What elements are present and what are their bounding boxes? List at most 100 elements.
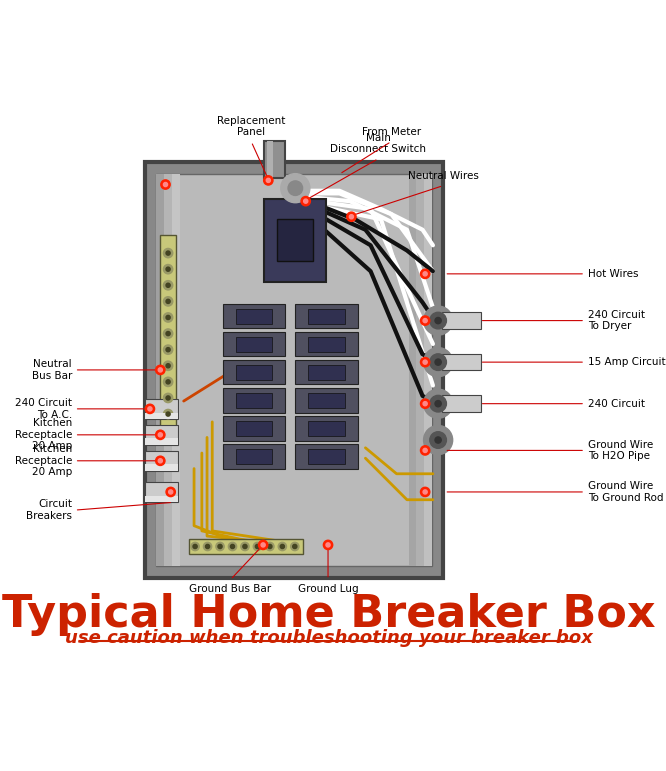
Circle shape bbox=[435, 437, 442, 443]
Circle shape bbox=[156, 456, 165, 466]
Circle shape bbox=[163, 297, 172, 306]
Text: Circuit
Breakers: Circuit Breakers bbox=[26, 500, 72, 521]
FancyBboxPatch shape bbox=[236, 308, 272, 325]
Circle shape bbox=[163, 393, 172, 402]
FancyBboxPatch shape bbox=[442, 396, 482, 412]
Circle shape bbox=[280, 544, 284, 548]
Text: Neutral
Bus Bar: Neutral Bus Bar bbox=[32, 359, 72, 381]
Circle shape bbox=[148, 407, 152, 411]
FancyBboxPatch shape bbox=[145, 162, 444, 577]
Text: Main
Disconnect Switch: Main Disconnect Switch bbox=[330, 133, 426, 154]
Circle shape bbox=[423, 271, 427, 276]
FancyBboxPatch shape bbox=[145, 439, 178, 445]
FancyBboxPatch shape bbox=[295, 416, 358, 440]
Circle shape bbox=[420, 316, 430, 325]
Circle shape bbox=[424, 348, 453, 377]
FancyBboxPatch shape bbox=[172, 173, 180, 566]
Circle shape bbox=[163, 329, 172, 338]
FancyBboxPatch shape bbox=[308, 365, 344, 380]
Text: Ground Lug: Ground Lug bbox=[298, 584, 358, 594]
Circle shape bbox=[191, 542, 199, 550]
Circle shape bbox=[163, 409, 172, 419]
Text: From Meter: From Meter bbox=[362, 127, 421, 137]
FancyBboxPatch shape bbox=[164, 173, 172, 566]
Circle shape bbox=[166, 380, 170, 384]
Circle shape bbox=[435, 359, 442, 365]
FancyBboxPatch shape bbox=[156, 173, 432, 566]
Text: Kitchen
Receptacle
20 Amp: Kitchen Receptacle 20 Amp bbox=[15, 444, 72, 477]
Circle shape bbox=[423, 402, 427, 406]
Circle shape bbox=[420, 487, 430, 497]
Circle shape bbox=[293, 544, 297, 548]
Circle shape bbox=[266, 542, 274, 550]
Text: 240 Circuit: 240 Circuit bbox=[587, 399, 645, 409]
Circle shape bbox=[166, 283, 170, 288]
Circle shape bbox=[324, 540, 333, 550]
FancyBboxPatch shape bbox=[161, 235, 176, 427]
FancyBboxPatch shape bbox=[308, 308, 344, 325]
Circle shape bbox=[166, 487, 175, 497]
Circle shape bbox=[255, 544, 260, 548]
Circle shape bbox=[278, 542, 286, 550]
FancyBboxPatch shape bbox=[69, 585, 589, 645]
Text: Neutral Wires: Neutral Wires bbox=[408, 171, 479, 181]
Circle shape bbox=[423, 318, 427, 323]
Circle shape bbox=[163, 183, 168, 187]
FancyBboxPatch shape bbox=[416, 173, 424, 566]
Circle shape bbox=[264, 176, 273, 185]
Circle shape bbox=[420, 446, 430, 455]
Circle shape bbox=[166, 396, 170, 400]
Circle shape bbox=[424, 426, 453, 455]
Circle shape bbox=[420, 358, 430, 367]
FancyBboxPatch shape bbox=[308, 449, 344, 464]
Circle shape bbox=[145, 404, 155, 413]
Text: Ground Wire
To Ground Rod: Ground Wire To Ground Rod bbox=[587, 481, 663, 503]
FancyBboxPatch shape bbox=[277, 219, 314, 261]
FancyBboxPatch shape bbox=[442, 354, 482, 370]
FancyBboxPatch shape bbox=[424, 173, 432, 566]
Circle shape bbox=[166, 299, 170, 304]
Circle shape bbox=[326, 543, 330, 547]
Circle shape bbox=[430, 432, 446, 448]
Circle shape bbox=[420, 269, 430, 278]
Text: 240 Circuit
To Dryer: 240 Circuit To Dryer bbox=[587, 310, 645, 332]
Circle shape bbox=[163, 248, 172, 258]
FancyBboxPatch shape bbox=[145, 464, 178, 470]
Circle shape bbox=[424, 389, 453, 418]
Text: Ground Wire
To H2O Pipe: Ground Wire To H2O Pipe bbox=[587, 439, 653, 461]
FancyBboxPatch shape bbox=[295, 360, 358, 385]
Circle shape bbox=[216, 542, 224, 550]
FancyBboxPatch shape bbox=[189, 539, 303, 554]
FancyBboxPatch shape bbox=[408, 173, 416, 566]
Circle shape bbox=[166, 315, 170, 319]
FancyBboxPatch shape bbox=[222, 388, 285, 412]
Circle shape bbox=[435, 318, 442, 324]
Text: Typical Home Breaker Box: Typical Home Breaker Box bbox=[2, 593, 656, 636]
Circle shape bbox=[423, 448, 427, 453]
Circle shape bbox=[166, 412, 170, 416]
Circle shape bbox=[163, 361, 172, 370]
Circle shape bbox=[261, 543, 265, 547]
Circle shape bbox=[218, 544, 222, 548]
FancyBboxPatch shape bbox=[308, 337, 344, 352]
Circle shape bbox=[350, 214, 354, 219]
FancyBboxPatch shape bbox=[145, 412, 178, 419]
Circle shape bbox=[166, 332, 170, 335]
Circle shape bbox=[163, 313, 172, 322]
Circle shape bbox=[159, 368, 163, 372]
Circle shape bbox=[347, 212, 356, 221]
Circle shape bbox=[163, 281, 172, 290]
Circle shape bbox=[206, 544, 210, 548]
Circle shape bbox=[258, 540, 268, 550]
FancyBboxPatch shape bbox=[264, 199, 326, 281]
Circle shape bbox=[168, 490, 172, 494]
Text: Ground Bus Bar: Ground Bus Bar bbox=[189, 584, 272, 594]
FancyBboxPatch shape bbox=[236, 392, 272, 409]
FancyBboxPatch shape bbox=[295, 388, 358, 412]
Circle shape bbox=[430, 354, 446, 370]
Circle shape bbox=[301, 197, 310, 206]
FancyBboxPatch shape bbox=[145, 399, 178, 419]
FancyBboxPatch shape bbox=[156, 173, 164, 566]
FancyBboxPatch shape bbox=[222, 360, 285, 385]
Circle shape bbox=[203, 542, 212, 550]
